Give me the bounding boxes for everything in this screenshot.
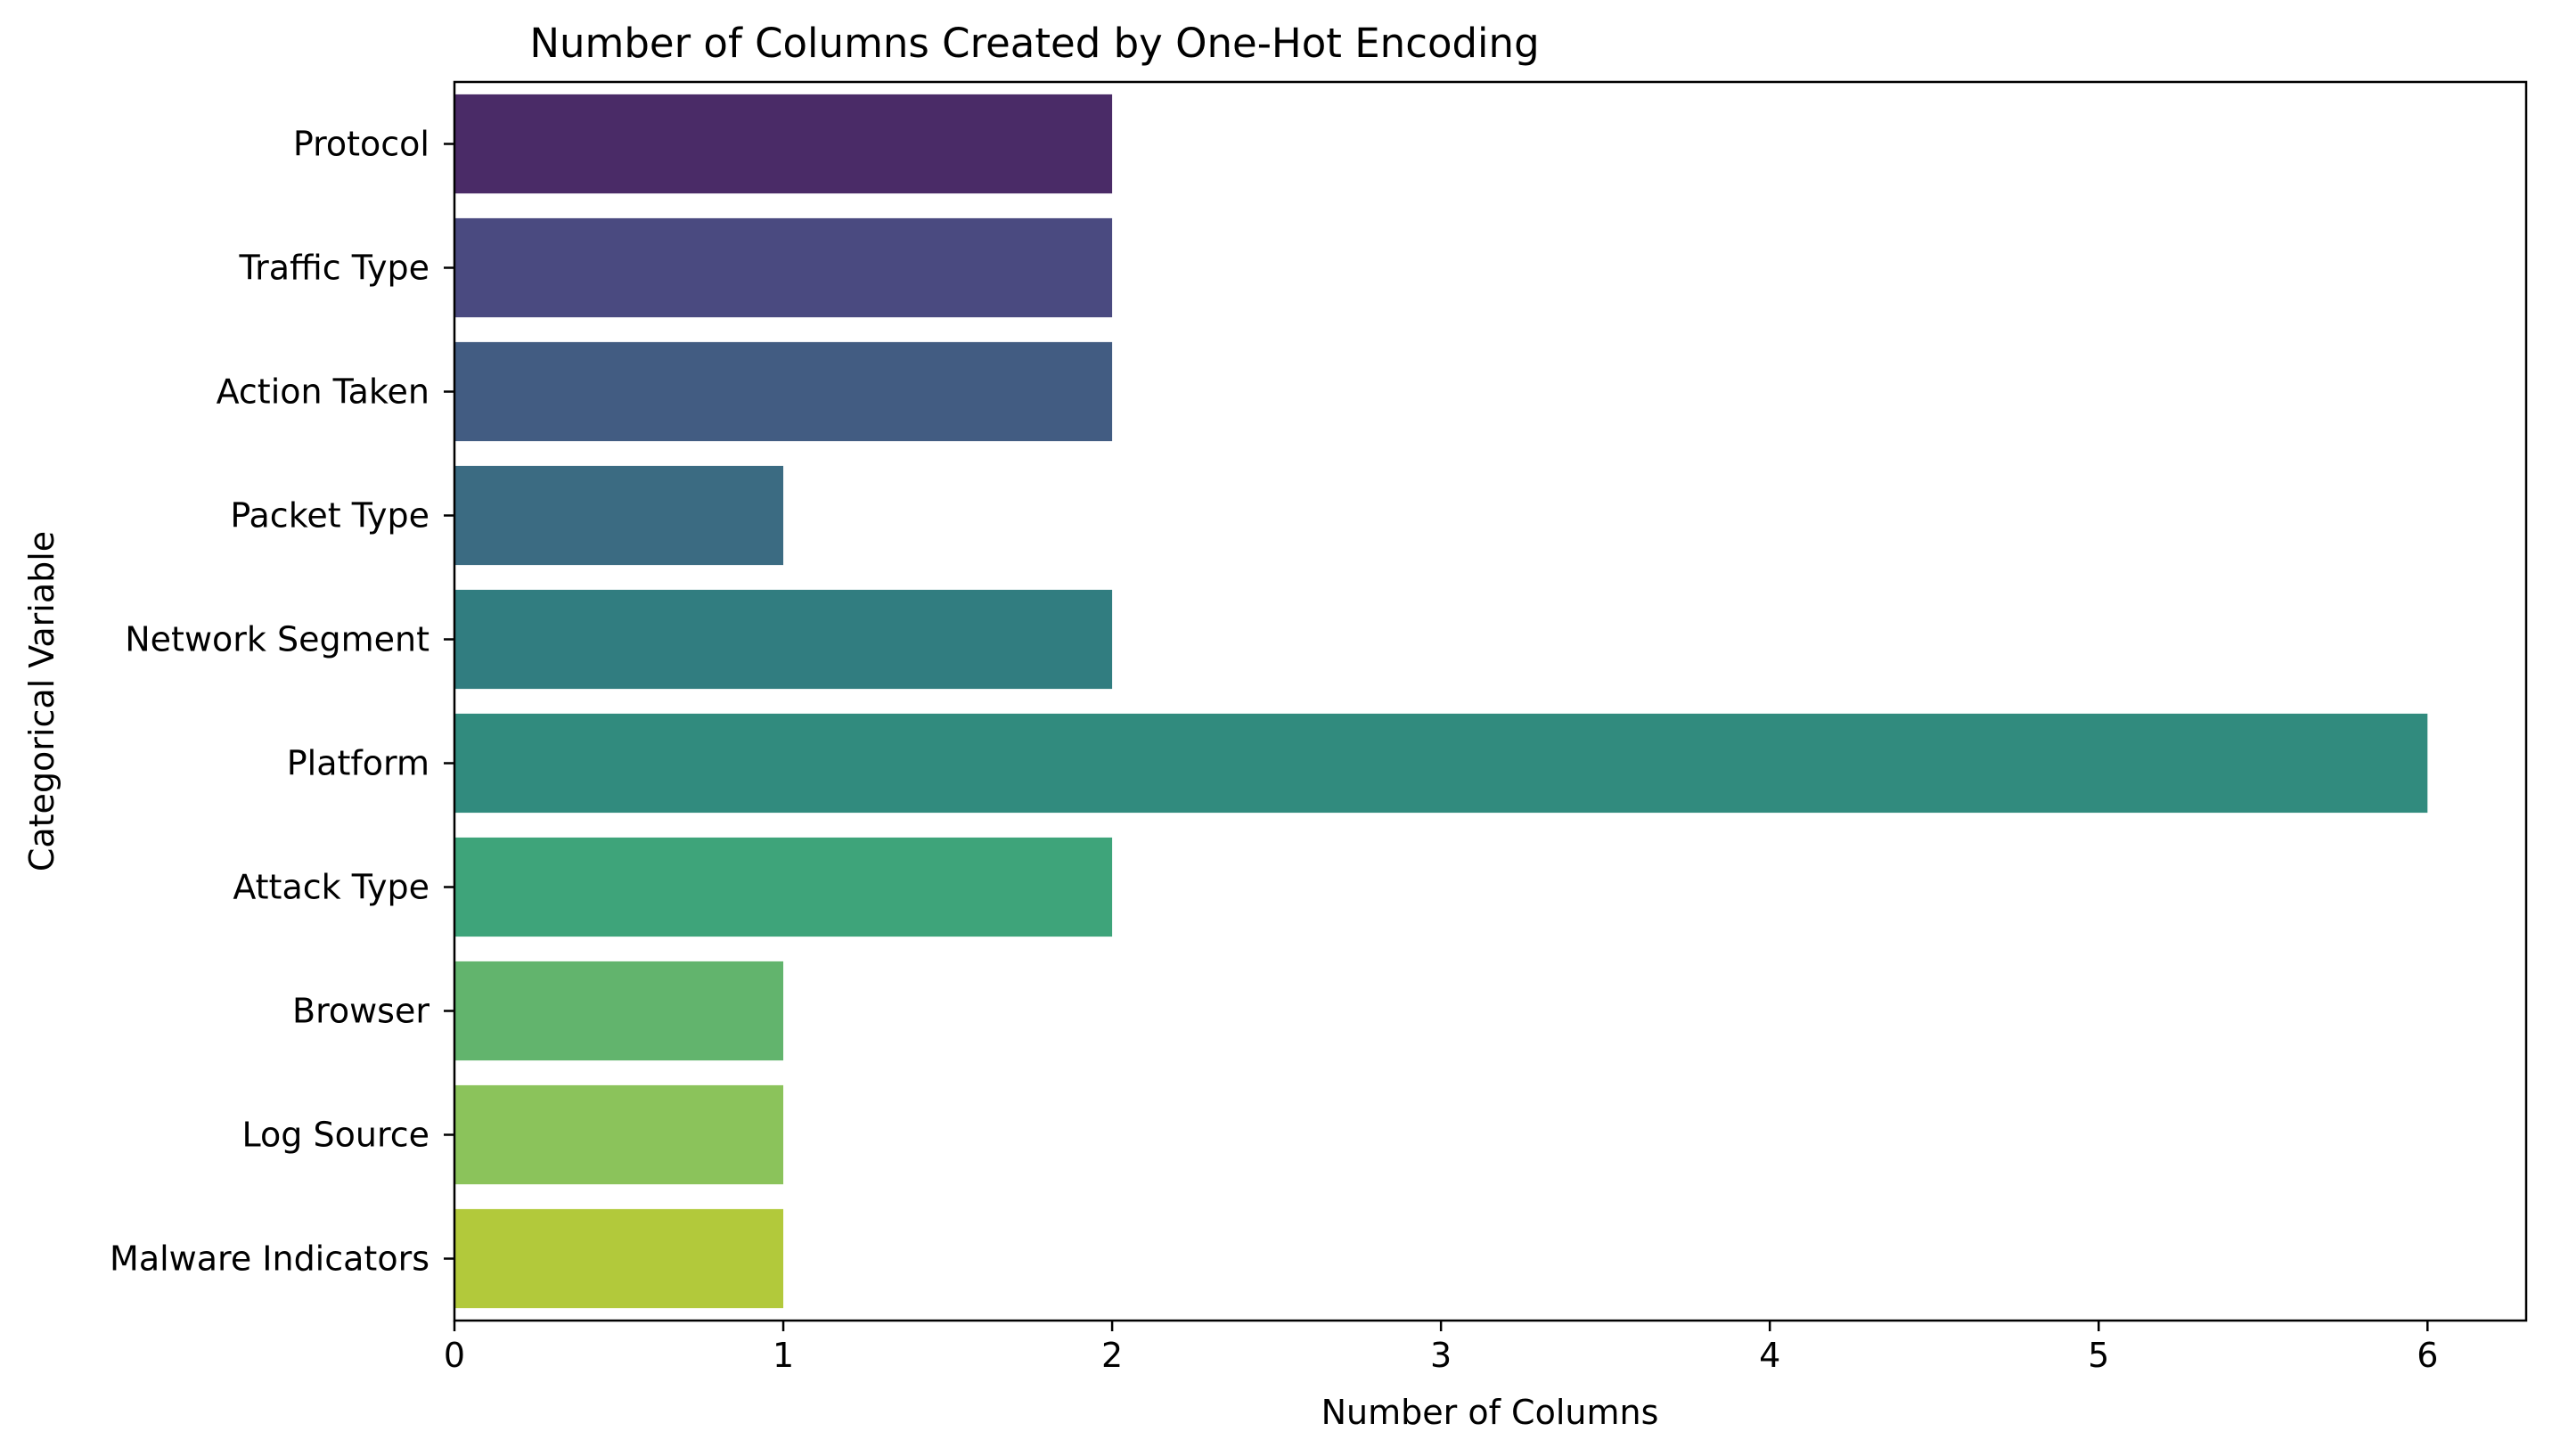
- bar-browser: [454, 961, 784, 1061]
- y-tick-label: Packet Type: [230, 496, 429, 536]
- y-tick-label: Action Taken: [217, 372, 429, 412]
- bar-protocol: [454, 94, 1113, 194]
- bar-platform: [454, 713, 2428, 814]
- x-tick-label: 6: [2417, 1336, 2438, 1375]
- y-tick-label: Attack Type: [233, 868, 429, 907]
- bar-traffic-type: [454, 217, 1113, 318]
- x-tick-label: 4: [1759, 1336, 1780, 1375]
- x-tick-label: 5: [2088, 1336, 2109, 1375]
- x-axis-ticks: 0 1 2 3 4 5 6: [444, 1321, 2438, 1375]
- x-tick-label: 2: [1101, 1336, 1123, 1375]
- x-tick-label: 0: [444, 1336, 465, 1375]
- y-tick-label: Browser: [292, 992, 429, 1031]
- bar-packet-type: [454, 465, 784, 566]
- y-axis-ticks: Protocol Traffic Type Action Taken Packet T…: [110, 125, 454, 1279]
- bars-group: [454, 94, 2428, 1309]
- x-tick-label: 3: [1430, 1336, 1452, 1375]
- bar-attack-type: [454, 837, 1113, 937]
- chart-title: Number of Columns Created by One-Hot Enc…: [529, 20, 1539, 67]
- y-axis-title: Categorical Variable: [22, 531, 61, 871]
- bar-malware-indicators: [454, 1208, 784, 1309]
- y-tick-label: Log Source: [242, 1116, 429, 1155]
- x-tick-label: 1: [773, 1336, 794, 1375]
- y-tick-label: Malware Indicators: [110, 1239, 429, 1279]
- plot-frame: [453, 80, 2528, 1322]
- bar-action-taken: [454, 341, 1113, 442]
- y-tick-label: Protocol: [293, 125, 429, 164]
- x-axis-title: Number of Columns: [1321, 1393, 1659, 1432]
- y-tick-label: Traffic Type: [238, 249, 429, 288]
- y-tick-label: Network Segment: [125, 620, 429, 659]
- y-tick-label: Platform: [287, 744, 429, 783]
- bar-network-segment: [454, 589, 1113, 690]
- bar-log-source: [454, 1084, 784, 1185]
